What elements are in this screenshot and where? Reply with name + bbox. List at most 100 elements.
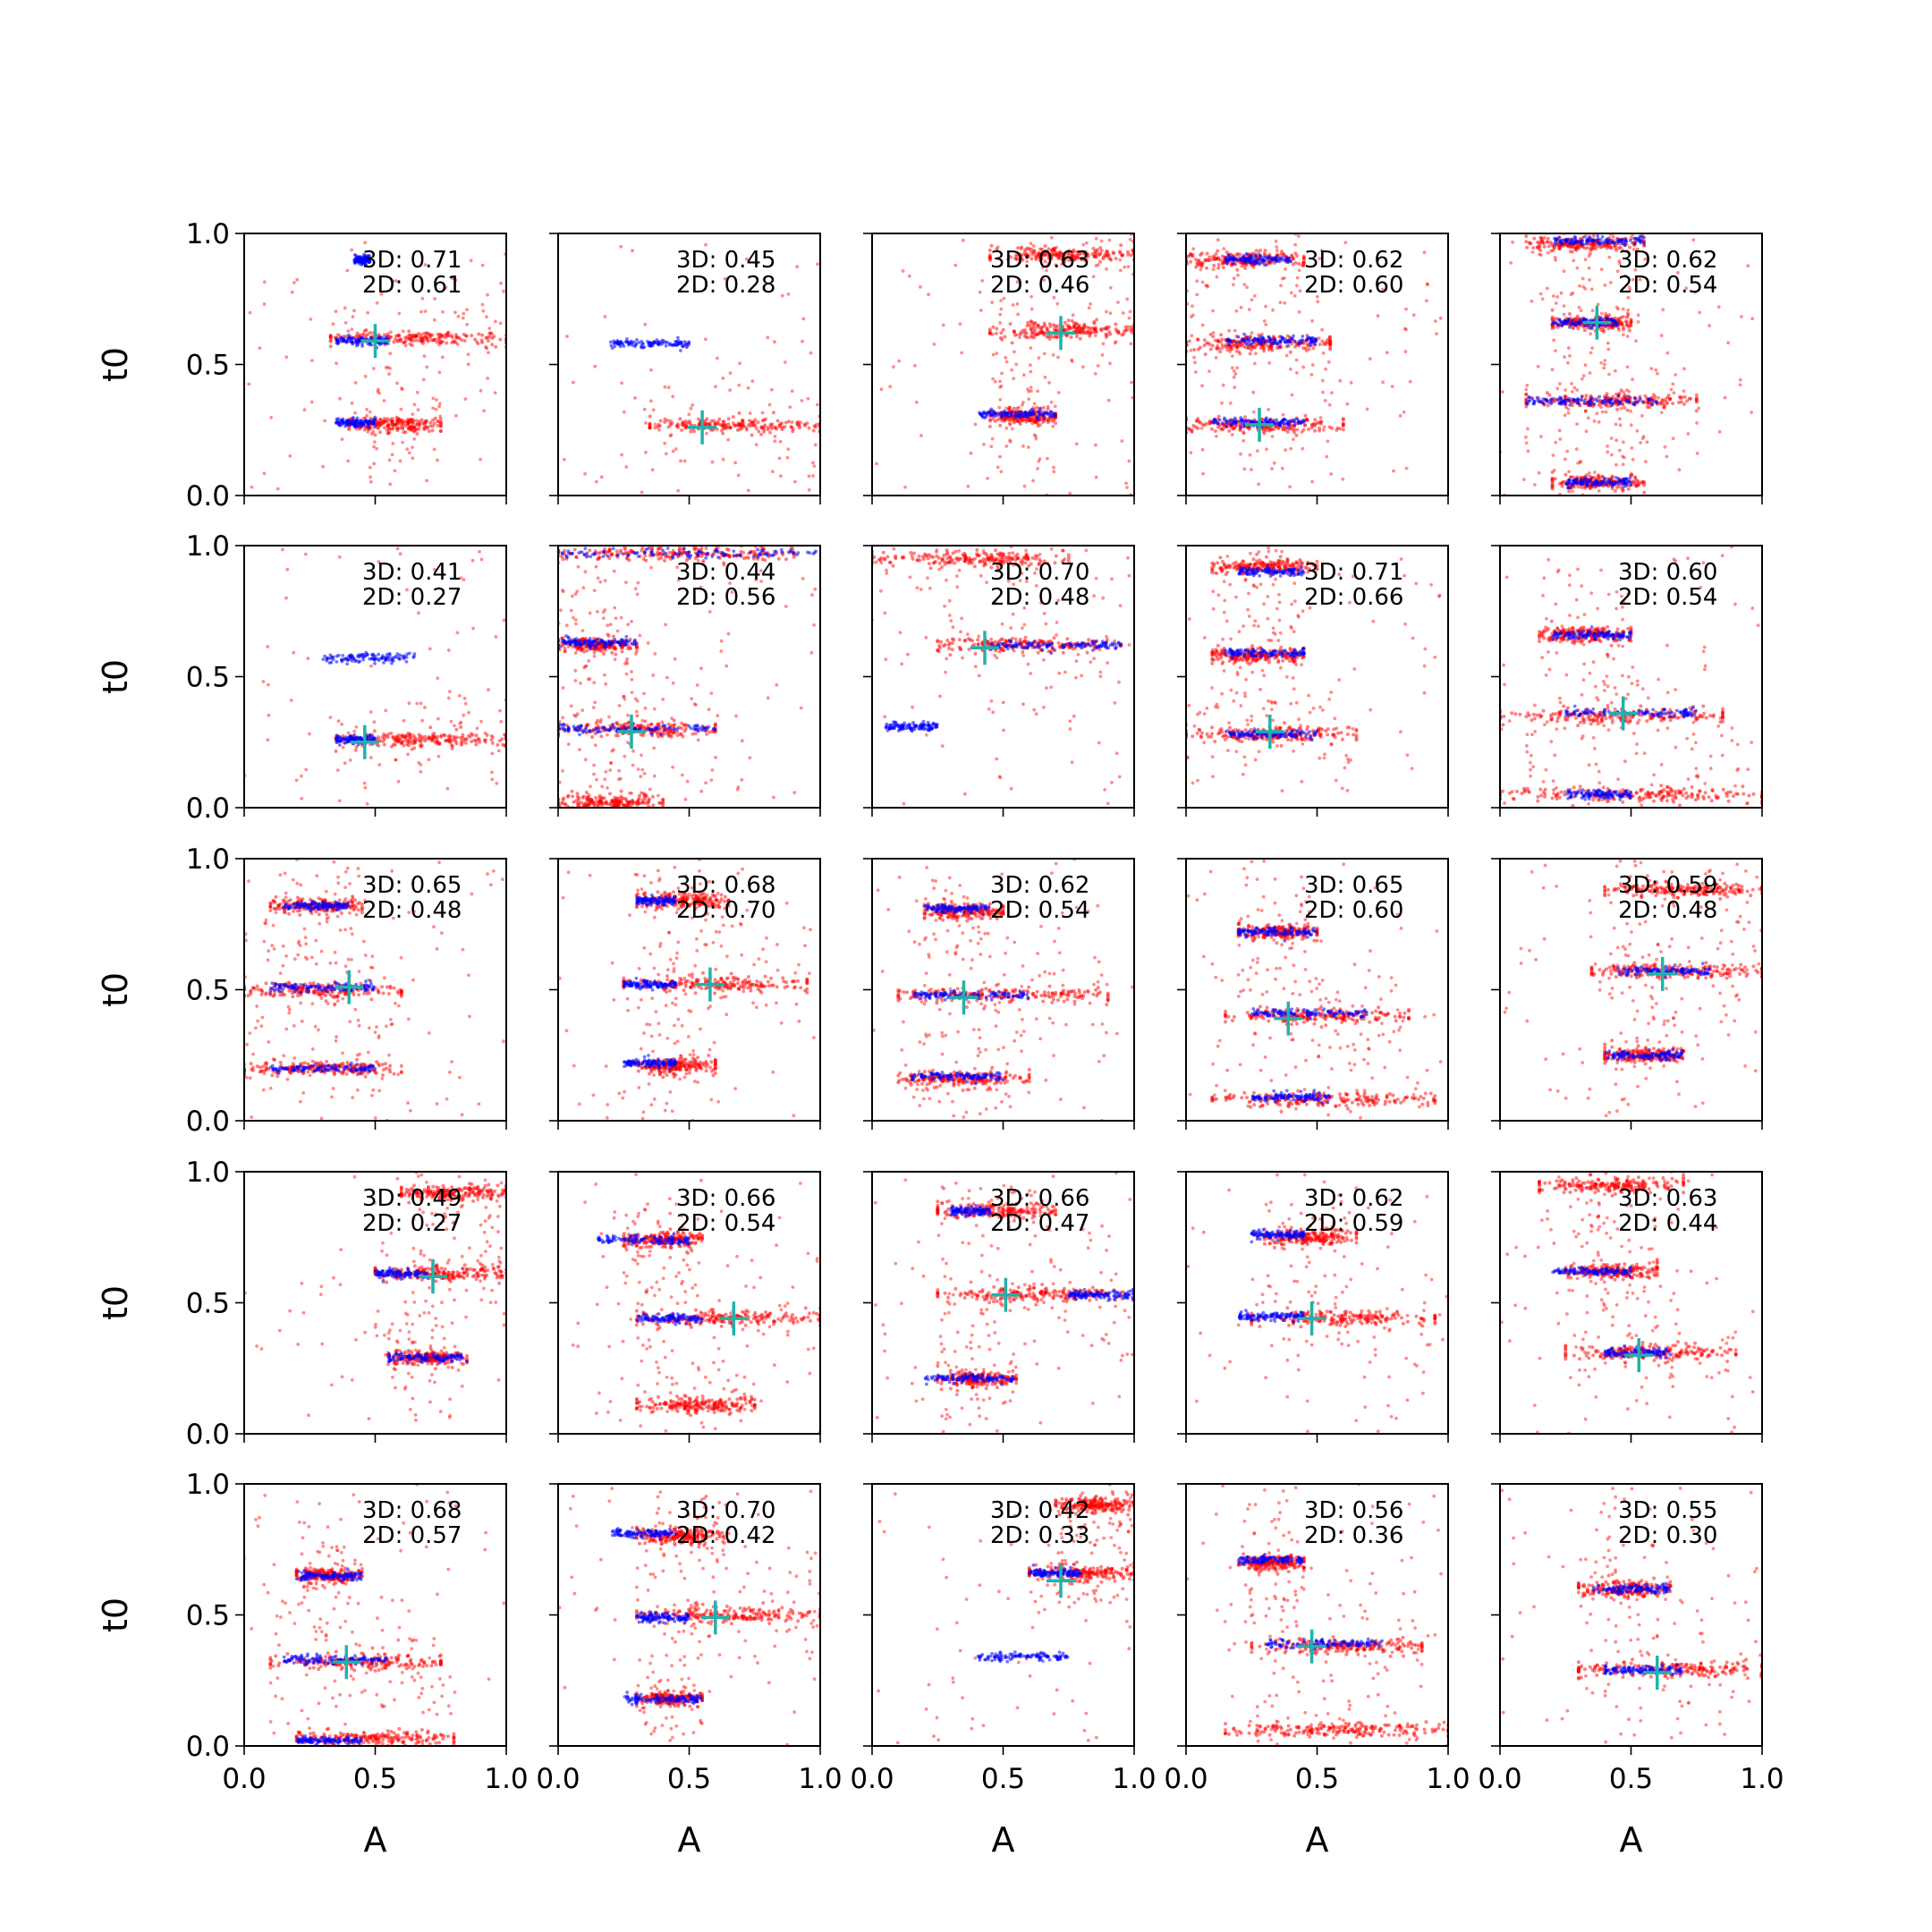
red-point xyxy=(1250,468,1253,471)
red-point xyxy=(1211,331,1216,335)
red-point xyxy=(1238,428,1242,432)
red-point xyxy=(1622,390,1626,394)
red-point xyxy=(982,442,986,446)
red-point xyxy=(1322,425,1326,429)
red-point xyxy=(1307,347,1311,352)
red-point xyxy=(436,419,441,424)
red-point xyxy=(1604,311,1608,316)
red-point xyxy=(1027,397,1031,402)
red-point xyxy=(704,422,708,427)
red-point xyxy=(1338,378,1343,383)
red-point xyxy=(1098,327,1103,331)
red-point xyxy=(1211,254,1216,258)
red-point xyxy=(480,333,485,337)
red-point xyxy=(412,437,417,441)
red-point xyxy=(623,410,626,414)
red-point xyxy=(1220,346,1224,351)
red-point xyxy=(966,484,970,488)
red-point xyxy=(1069,335,1073,339)
red-point xyxy=(1004,406,1008,411)
red-point xyxy=(413,334,418,338)
red-point xyxy=(369,432,374,436)
red-point xyxy=(1298,289,1302,293)
blue-point xyxy=(1654,400,1657,403)
blue-point xyxy=(366,342,370,346)
red-point xyxy=(1201,471,1205,476)
blue-point xyxy=(1563,482,1568,486)
red-point xyxy=(643,322,648,326)
red-point xyxy=(481,309,486,313)
blue-point xyxy=(1051,414,1055,418)
red-point xyxy=(1575,266,1580,270)
red-point xyxy=(402,340,406,344)
red-point xyxy=(1341,477,1345,481)
red-point xyxy=(351,315,355,318)
blue-point xyxy=(989,407,994,411)
blue-point xyxy=(1309,343,1312,348)
red-point xyxy=(1205,284,1209,288)
red-point xyxy=(1531,246,1536,250)
blue-point xyxy=(1572,234,1577,239)
red-point xyxy=(816,402,819,407)
red-point xyxy=(369,479,373,484)
red-point xyxy=(395,381,399,386)
blue-point xyxy=(982,410,986,414)
red-point xyxy=(1322,342,1326,346)
blue-point xyxy=(1042,417,1046,421)
red-point xyxy=(1121,311,1125,315)
red-point xyxy=(402,430,406,435)
red-point xyxy=(1195,292,1199,297)
blue-point xyxy=(1272,337,1275,342)
blue-point xyxy=(1239,258,1243,262)
red-point xyxy=(1012,377,1016,381)
red-point xyxy=(1563,413,1567,418)
red-point xyxy=(1327,402,1332,407)
blue-point xyxy=(1582,235,1586,239)
red-point xyxy=(1035,405,1039,410)
blue-point xyxy=(685,344,690,349)
red-point xyxy=(1036,252,1040,257)
red-point xyxy=(308,732,311,736)
red-point xyxy=(1608,281,1613,284)
red-point xyxy=(658,419,663,423)
red-point xyxy=(1208,332,1213,336)
red-point xyxy=(1620,315,1623,319)
red-point xyxy=(1239,305,1243,309)
red-point xyxy=(670,421,674,425)
estimate-marker xyxy=(1245,407,1274,442)
red-point xyxy=(729,425,733,429)
blue-point xyxy=(1568,402,1572,407)
red-point xyxy=(430,424,435,428)
red-point xyxy=(1583,363,1588,368)
red-point xyxy=(1295,275,1300,280)
blue-point xyxy=(1020,411,1024,414)
red-point xyxy=(1632,504,1636,508)
blue-point xyxy=(336,417,341,421)
red-point xyxy=(420,336,425,341)
red-point xyxy=(1216,238,1220,242)
red-point xyxy=(1305,418,1309,422)
red-point xyxy=(800,399,804,402)
red-point xyxy=(1013,350,1016,354)
red-point xyxy=(888,385,893,388)
red-point xyxy=(1203,352,1208,357)
red-point xyxy=(1076,256,1080,260)
red-point xyxy=(1321,390,1325,394)
red-point xyxy=(803,424,808,428)
red-point xyxy=(1208,343,1212,346)
red-point xyxy=(663,417,667,421)
red-point xyxy=(1267,407,1270,411)
blue-point xyxy=(1258,342,1262,346)
red-point xyxy=(807,487,811,492)
red-point xyxy=(1028,419,1032,423)
red-point xyxy=(456,343,460,346)
blue-point xyxy=(656,340,660,344)
red-point xyxy=(1546,250,1550,255)
red-point xyxy=(1014,257,1019,261)
red-point xyxy=(1116,301,1120,304)
red-point xyxy=(443,286,447,291)
red-point xyxy=(728,388,732,392)
red-point xyxy=(1197,419,1201,424)
blue-point xyxy=(342,337,345,341)
blue-point xyxy=(1217,418,1222,422)
